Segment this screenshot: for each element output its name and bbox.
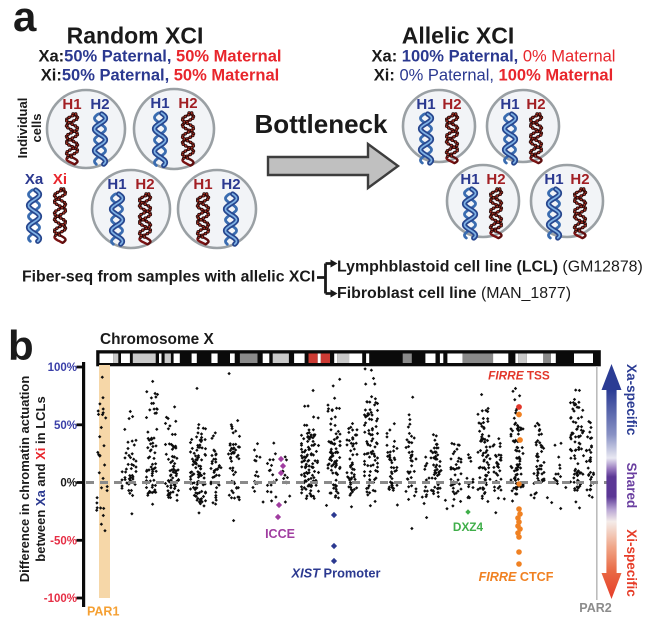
svg-text:H2: H2 [178,95,197,112]
svg-text:H2: H2 [135,176,154,193]
svg-text:ICCE: ICCE [265,527,295,541]
svg-text:Bottleneck: Bottleneck [255,109,388,139]
svg-text:XIST Promoter: XIST Promoter [291,566,381,581]
svg-text:H1: H1 [150,95,169,112]
svg-text:b: b [8,322,34,369]
svg-text:H2: H2 [526,96,545,113]
svg-text:FIRRE CTCF: FIRRE CTCF [479,570,554,584]
svg-text:Random XCI: Random XCI [67,23,204,49]
svg-text:H1: H1 [544,171,563,188]
svg-text:a: a [13,0,37,40]
svg-text:Xi: 0% Paternal, 100% Maternal: Xi: 0% Paternal, 100% Maternal [374,67,613,85]
svg-text:Shared: Shared [624,463,639,509]
svg-text:H2: H2 [442,96,461,113]
svg-text:cells: cells [29,114,44,143]
svg-text:Xa: 100% Paternal, 0% Maternal: Xa: 100% Paternal, 0% Maternal [372,48,616,66]
svg-text:Xa:50% Paternal, 50% Maternal: Xa:50% Paternal, 50% Maternal [38,48,281,66]
svg-text:PAR1: PAR1 [87,605,119,619]
svg-text:H1: H1 [62,96,81,113]
svg-text:H1: H1 [107,176,126,193]
svg-text:DXZ4: DXZ4 [453,520,484,534]
svg-text:H1: H1 [500,96,519,113]
svg-text:H2: H2 [570,171,589,188]
svg-text:between Xa and Xi in LCLs: between Xa and Xi in LCLs [33,396,48,561]
svg-text:Allelic XCI: Allelic XCI [402,23,514,49]
svg-text:Chromosome X: Chromosome X [100,331,214,348]
svg-text:Xi:50% Paternal, 50% Maternal: Xi:50% Paternal, 50% Maternal [41,67,279,85]
svg-text:Difference in chromatin actuat: Difference in chromatin actuation [17,376,32,583]
svg-text:H2: H2 [90,96,109,113]
svg-text:-50%: -50% [50,536,77,548]
svg-text:H2: H2 [221,176,240,193]
svg-text:H1: H1 [193,176,212,193]
svg-text:Fiber-seq from samples with al: Fiber-seq from samples with allelic XCI [22,269,315,286]
svg-text:Fibroblast cell line (MAN_1877: Fibroblast cell line (MAN_1877) [337,285,571,302]
svg-text:Individual: Individual [15,98,30,159]
svg-text:FIRRE TSS: FIRRE TSS [488,369,550,383]
svg-text:PAR2: PAR2 [579,601,611,615]
svg-text:Xa: Xa [25,171,44,188]
svg-text:-100%: -100% [44,593,77,605]
svg-text:Xa-specific: Xa-specific [624,364,639,436]
svg-text:50%: 50% [54,420,77,432]
svg-text:100%: 100% [48,362,77,374]
svg-text:0%: 0% [60,478,77,490]
svg-text:H1: H1 [416,96,435,113]
svg-text:H2: H2 [486,171,505,188]
svg-text:Lymphblastoid cell line (LCL): Lymphblastoid cell line (LCL) (GM12878) [337,258,643,275]
svg-text:Xi: Xi [53,171,67,188]
svg-text:H1: H1 [460,171,479,188]
svg-text:Xi-specific: Xi-specific [624,529,639,597]
